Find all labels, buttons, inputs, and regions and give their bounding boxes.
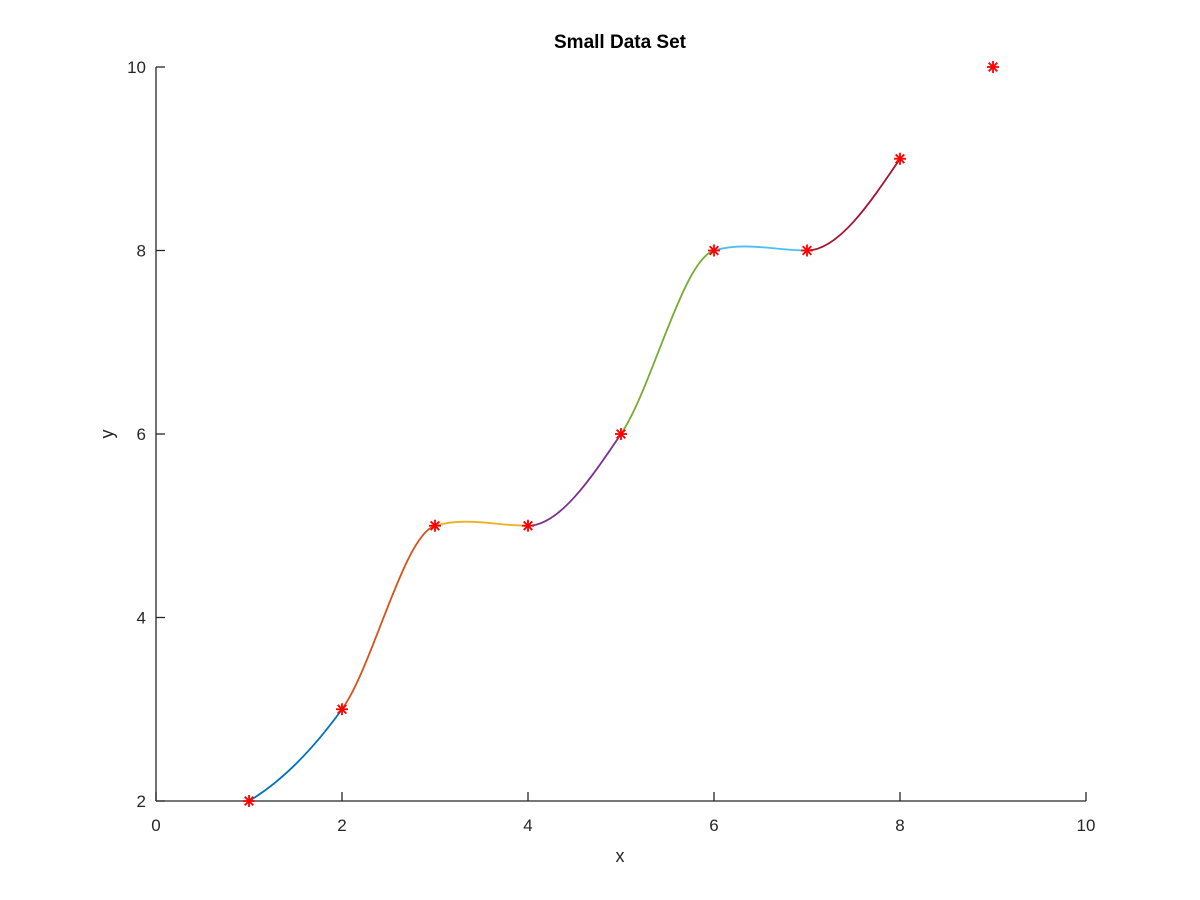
data-point-stroke xyxy=(337,704,347,715)
data-markers xyxy=(243,61,999,807)
data-point-stroke xyxy=(523,520,533,531)
x-tick-label: 4 xyxy=(523,816,532,835)
spline-segment-4 xyxy=(527,433,622,527)
y-tick-label: 10 xyxy=(127,58,146,77)
data-point-stroke xyxy=(430,520,440,531)
data-point xyxy=(987,61,999,73)
y-tick-label: 8 xyxy=(137,242,146,261)
data-point xyxy=(801,244,813,257)
y-tick-label: 2 xyxy=(137,792,146,811)
data-point xyxy=(708,244,720,257)
data-point xyxy=(243,795,255,807)
spline-curves xyxy=(248,158,901,802)
x-tick-label: 10 xyxy=(1077,816,1096,835)
y-tick-label: 6 xyxy=(137,425,146,444)
y-tick-label: 4 xyxy=(137,609,146,628)
data-point-stroke xyxy=(802,245,812,256)
spline-segment-2 xyxy=(341,524,436,710)
data-point xyxy=(522,519,534,532)
data-point-stroke xyxy=(988,62,998,72)
x-tick-label: 2 xyxy=(337,816,346,835)
spline-segment-1 xyxy=(248,708,343,802)
y-axis-label: y xyxy=(97,430,117,439)
spline-segment-7 xyxy=(806,158,901,252)
chart-title: Small Data Set xyxy=(554,32,687,53)
x-tick-label: 8 xyxy=(895,816,904,835)
spline-segment-5 xyxy=(620,249,715,435)
spline-segment-3 xyxy=(434,520,529,527)
x-tick-label: 0 xyxy=(151,816,160,835)
data-point xyxy=(894,152,906,165)
data-point xyxy=(615,428,627,440)
x-axis-label: x xyxy=(616,846,625,866)
data-point-stroke xyxy=(895,153,905,164)
data-point xyxy=(429,519,441,532)
data-point-stroke xyxy=(244,796,254,806)
spline-segment-6 xyxy=(713,245,808,252)
data-point xyxy=(336,703,348,716)
data-point-stroke xyxy=(709,245,719,256)
x-tick-label: 6 xyxy=(709,816,718,835)
data-point-stroke xyxy=(616,429,626,439)
